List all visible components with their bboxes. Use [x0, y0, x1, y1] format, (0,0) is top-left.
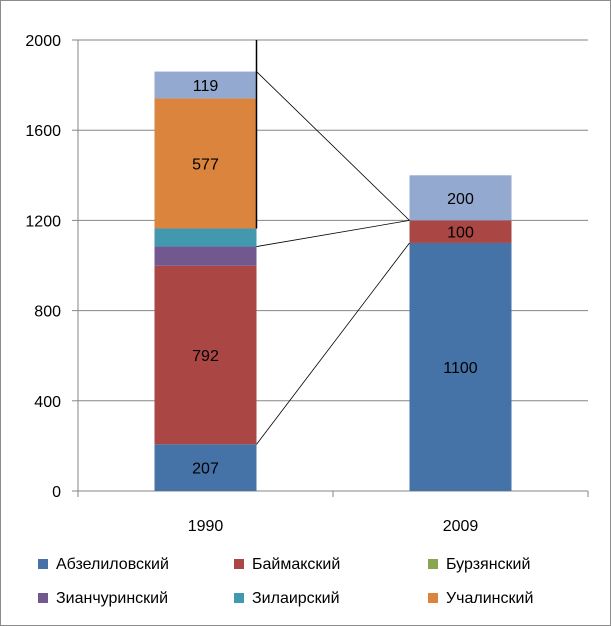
y-tick-label: 400: [34, 394, 61, 411]
legend-swatch: [428, 559, 438, 569]
bar-segment: [409, 242, 512, 491]
data-label: 792: [192, 348, 219, 365]
y-tick-label: 0: [52, 484, 61, 501]
legend-label: Зилаирский: [252, 590, 340, 607]
bar-segment: [154, 228, 257, 247]
legend-label: Зианчуринский: [56, 590, 169, 607]
bar-segment: [154, 98, 257, 229]
legend-label: Баймакский: [252, 556, 341, 573]
legend-label: Учалинский: [446, 590, 534, 607]
x-tick-label: 1990: [188, 518, 224, 535]
legend-item: Бурзянский: [428, 556, 530, 574]
y-tick-label: 2000: [25, 33, 61, 50]
legend-swatch: [38, 559, 48, 569]
bar-segment: [154, 246, 257, 266]
y-tick-label: 1200: [25, 213, 61, 230]
legend-item: Зианчуринский: [38, 590, 168, 608]
legend-item: Зилаирский: [234, 590, 340, 608]
data-label: 1100: [443, 360, 478, 377]
y-tick-label: 1600: [25, 123, 61, 140]
legend-label: Абзелиловский: [56, 556, 169, 573]
connector-line: [256, 71, 410, 221]
legend-swatch: [38, 593, 48, 603]
bar-segment: [154, 265, 257, 445]
connector-line: [256, 220, 410, 247]
legend-swatch: [428, 593, 438, 603]
bar-segment: [154, 444, 257, 491]
legend-item: Баймакский: [234, 556, 340, 574]
legend-swatch: [234, 559, 244, 569]
y-tick-label: 800: [34, 304, 61, 321]
data-label: 119: [193, 78, 219, 95]
legend-label: Бурзянский: [446, 556, 531, 573]
data-label: 100: [447, 225, 474, 242]
bar-segment: [409, 175, 512, 221]
data-label: 207: [192, 461, 219, 478]
connector-line: [256, 242, 410, 445]
bar-segment: [409, 220, 512, 243]
x-tick-label: 2009: [443, 518, 479, 535]
data-label: 577: [192, 156, 219, 173]
data-label: 200: [447, 191, 474, 208]
bar-segment: [154, 71, 257, 99]
legend-item: Учалинский: [428, 590, 533, 608]
legend-item: Абзелиловский: [38, 556, 169, 574]
legend-swatch: [234, 593, 244, 603]
